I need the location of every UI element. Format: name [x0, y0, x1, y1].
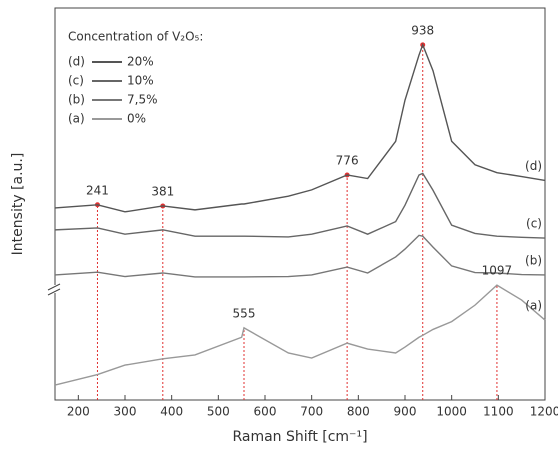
x-tick-label: 600 [254, 405, 277, 419]
axis-break-gap [48, 285, 62, 293]
series-end-label: (d) [525, 159, 542, 173]
series-line [54, 284, 546, 386]
axis-break-mark [47, 283, 61, 291]
peak-label: 555 [233, 306, 256, 320]
x-tick-label: 800 [347, 405, 370, 419]
plot-frame [54, 7, 546, 401]
x-tick-label: 1000 [436, 405, 467, 419]
x-tick-label: 900 [394, 405, 417, 419]
x-axis-label: Raman Shift [cm⁻¹] [232, 429, 367, 445]
peak-label: 776 [336, 153, 359, 167]
x-tick-label: 400 [160, 405, 183, 419]
axis-break-mark [47, 288, 61, 296]
legend-title: Concentration of V₂O₅: [68, 30, 203, 44]
legend-concentration: 7,5% [127, 93, 158, 107]
legend-label: (d) [68, 55, 85, 69]
peak-label: 241 [86, 183, 109, 197]
series-end-label: (a) [525, 299, 542, 313]
peak-label: 381 [151, 184, 174, 198]
legend-label: (b) [68, 93, 85, 107]
legend-concentration: 10% [127, 74, 154, 88]
x-tick-label: 300 [114, 405, 137, 419]
x-tick-label: 700 [300, 405, 323, 419]
axis-break [47, 283, 62, 296]
peak-label: 938 [411, 23, 434, 37]
x-tick-label: 1100 [483, 405, 514, 419]
series-line [54, 42, 546, 213]
series-end-label: (b) [525, 253, 542, 267]
series-line [54, 172, 546, 239]
series-line [54, 234, 546, 278]
x-tick-label: 1200 [530, 405, 558, 419]
series-end-label: (c) [526, 217, 542, 231]
x-tick-label: 500 [207, 405, 230, 419]
legend-label: (a) [68, 112, 85, 126]
peak-label: 1097 [482, 264, 513, 278]
legend-label: (c) [68, 74, 84, 88]
legend-concentration: 0% [127, 112, 146, 126]
x-tick-label: 200 [67, 405, 90, 419]
y-axis-label: Intensity [a.u.] [10, 153, 26, 256]
legend-concentration: 20% [127, 55, 154, 69]
